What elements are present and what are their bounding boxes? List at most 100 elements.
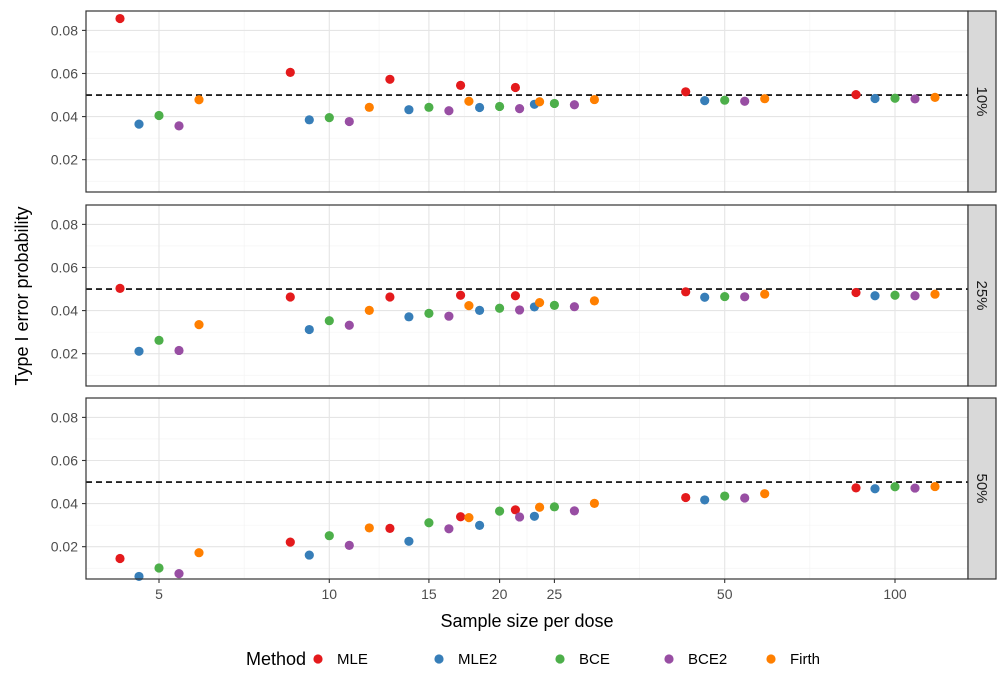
point-mle2 bbox=[304, 550, 314, 560]
point-bce2 bbox=[910, 483, 920, 493]
x-tick-label: 100 bbox=[883, 586, 907, 602]
x-tick-label: 10 bbox=[322, 586, 338, 602]
point-bce bbox=[549, 98, 560, 109]
point-firth bbox=[194, 319, 204, 330]
y-tick-label: 0.06 bbox=[51, 65, 78, 81]
point-bce2 bbox=[910, 291, 920, 301]
point-mle2 bbox=[529, 511, 540, 521]
point-bce2 bbox=[910, 94, 920, 104]
point-bce bbox=[549, 502, 560, 512]
y-tick-label: 0.02 bbox=[51, 539, 78, 555]
legend-label-mle2: MLE2 bbox=[458, 651, 497, 668]
point-firth bbox=[760, 94, 770, 104]
facet-panel-25pct: 25% 0.02 0.04 0.06 0.08 bbox=[51, 204, 997, 387]
point-mle bbox=[681, 87, 691, 97]
point-bce2 bbox=[174, 121, 184, 131]
point-bce2 bbox=[514, 104, 525, 114]
point-bce2 bbox=[444, 311, 454, 321]
point-mle2 bbox=[474, 305, 485, 315]
point-mle bbox=[851, 483, 861, 493]
point-firth bbox=[589, 296, 600, 306]
x-tick-label: 20 bbox=[492, 586, 508, 602]
y-tick-label: 0.08 bbox=[51, 409, 78, 425]
legend-label-bce2: BCE2 bbox=[688, 651, 727, 668]
facet-strip-label: 25% bbox=[973, 280, 990, 310]
point-firth bbox=[589, 94, 600, 105]
facet-strip-label: 10% bbox=[973, 86, 990, 116]
point-firth bbox=[760, 489, 770, 499]
facet-strip bbox=[967, 204, 997, 387]
point-mle bbox=[851, 90, 861, 100]
point-mle2 bbox=[134, 571, 144, 582]
legend-key-mle bbox=[313, 654, 323, 664]
legend-label-bce: BCE bbox=[579, 651, 610, 668]
point-mle2 bbox=[870, 484, 880, 494]
facet-strip bbox=[967, 10, 997, 193]
point-firth bbox=[760, 289, 770, 299]
point-mle2 bbox=[700, 96, 710, 106]
point-bce bbox=[154, 335, 164, 345]
point-mle2 bbox=[700, 292, 710, 302]
y-tick-label: 0.04 bbox=[51, 109, 78, 125]
point-mle bbox=[385, 292, 395, 302]
point-mle bbox=[455, 80, 466, 90]
point-bce bbox=[720, 491, 730, 501]
point-firth bbox=[930, 92, 940, 103]
y-tick-label: 0.04 bbox=[51, 496, 78, 512]
point-bce2 bbox=[444, 106, 454, 116]
point-bce bbox=[424, 308, 434, 318]
point-bce2 bbox=[344, 320, 354, 330]
point-mle2 bbox=[700, 495, 710, 505]
x-tick-label: 50 bbox=[717, 586, 733, 602]
point-bce bbox=[154, 563, 164, 573]
point-bce2 bbox=[514, 512, 525, 522]
point-bce2 bbox=[174, 569, 184, 579]
point-bce2 bbox=[174, 345, 184, 356]
x-axis-title: Sample size per dose bbox=[440, 611, 613, 631]
point-bce bbox=[549, 300, 560, 311]
point-mle bbox=[510, 291, 521, 301]
point-firth bbox=[534, 97, 545, 107]
point-mle bbox=[455, 512, 466, 522]
point-bce bbox=[494, 101, 505, 112]
legend-key-firth bbox=[766, 654, 776, 664]
y-tick-label: 0.08 bbox=[51, 22, 78, 38]
point-bce bbox=[890, 93, 900, 103]
point-mle bbox=[115, 13, 125, 24]
point-bce2 bbox=[444, 524, 454, 534]
point-mle bbox=[510, 505, 521, 515]
facet-panel-50pct: 50% 0.02 0.04 0.06 0.08 bbox=[51, 397, 997, 582]
legend-label-mle: MLE bbox=[337, 651, 368, 668]
point-mle2 bbox=[304, 324, 314, 335]
point-mle bbox=[285, 537, 295, 547]
point-bce bbox=[424, 102, 434, 112]
point-mle bbox=[385, 74, 395, 84]
point-bce2 bbox=[740, 96, 750, 106]
point-firth bbox=[364, 102, 374, 112]
point-bce2 bbox=[569, 302, 580, 312]
legend-key-mle2 bbox=[434, 654, 444, 664]
point-mle bbox=[681, 287, 691, 297]
y-tick-label: 0.02 bbox=[51, 152, 78, 168]
point-firth bbox=[930, 481, 940, 492]
point-bce2 bbox=[569, 506, 580, 516]
point-mle bbox=[285, 292, 295, 302]
legend-label-firth: Firth bbox=[790, 651, 820, 668]
y-tick-label: 0.06 bbox=[51, 452, 78, 468]
point-mle bbox=[510, 82, 521, 93]
point-mle bbox=[115, 283, 125, 293]
point-mle bbox=[115, 553, 125, 564]
point-firth bbox=[534, 298, 545, 308]
point-firth bbox=[930, 289, 940, 299]
point-mle2 bbox=[134, 119, 144, 129]
point-bce bbox=[720, 95, 730, 105]
point-mle2 bbox=[404, 536, 414, 546]
facet-panels: 10%0.020.040.060.0825%0.020.040.060.0850… bbox=[51, 10, 997, 582]
point-mle2 bbox=[404, 105, 414, 115]
point-firth bbox=[364, 305, 374, 315]
point-mle2 bbox=[134, 346, 144, 356]
legend-key-bce2 bbox=[664, 654, 674, 664]
point-mle2 bbox=[870, 93, 880, 104]
point-firth bbox=[464, 512, 474, 523]
point-bce2 bbox=[344, 540, 354, 550]
